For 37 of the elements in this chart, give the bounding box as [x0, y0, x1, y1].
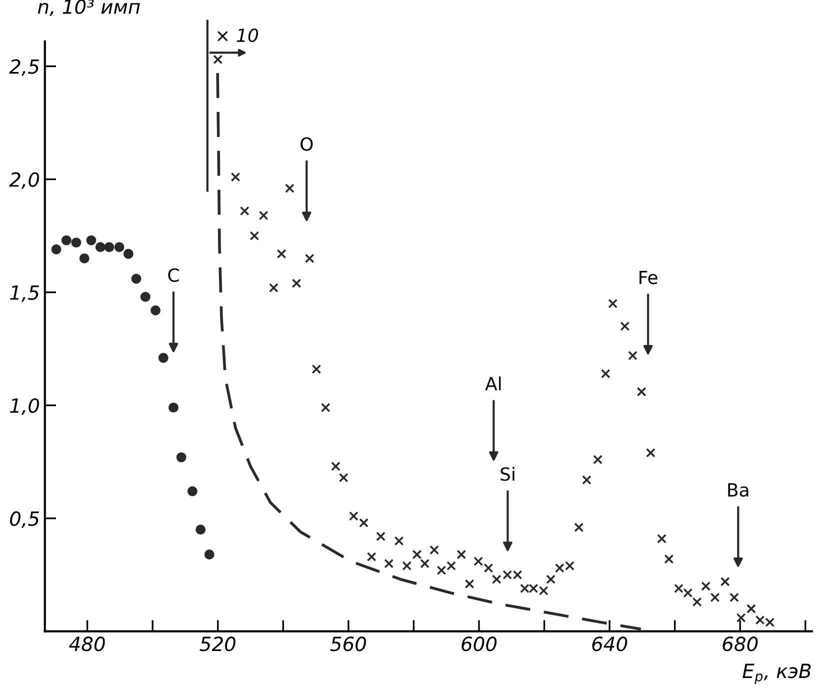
x-axis-title: E$_{p}$, кэВ: [742, 664, 811, 684]
point: [187, 486, 198, 496]
annotation: Ba: [728, 483, 748, 497]
point: [176, 452, 186, 462]
annotation: Si: [500, 466, 514, 481]
point: [131, 274, 142, 284]
point: [114, 242, 124, 252]
point: [51, 244, 62, 254]
point: [204, 550, 214, 560]
point: [158, 352, 168, 363]
y-tick-label: 1,5: [10, 286, 39, 302]
point: [168, 402, 178, 413]
point: [86, 235, 96, 246]
annotation: Al: [485, 376, 501, 390]
y-tick-label: 2,0: [9, 172, 40, 189]
annotation: × 10: [218, 28, 258, 42]
point: [123, 248, 134, 259]
point: [79, 253, 90, 264]
x-tick-label: 640: [592, 636, 628, 652]
x-tick-label: 560: [330, 636, 366, 652]
point: [150, 305, 161, 316]
y-tick-label: 1,0: [10, 398, 40, 415]
point: [61, 235, 72, 246]
x-tick-label: 680: [722, 636, 758, 652]
annotation: O: [300, 137, 313, 151]
point: [71, 238, 82, 248]
x-tick-label: 480: [69, 636, 105, 652]
y-tick-label: 2,5: [9, 59, 39, 76]
point: [95, 242, 106, 252]
point: [196, 524, 206, 535]
annotation: C: [168, 268, 179, 282]
x-tick-label: 520: [200, 636, 236, 652]
x-tick-label: 600: [462, 636, 497, 652]
y-tick-label: 0,5: [10, 511, 39, 528]
point: [140, 292, 150, 302]
annotation: Fe: [640, 270, 658, 284]
point: [104, 242, 114, 252]
